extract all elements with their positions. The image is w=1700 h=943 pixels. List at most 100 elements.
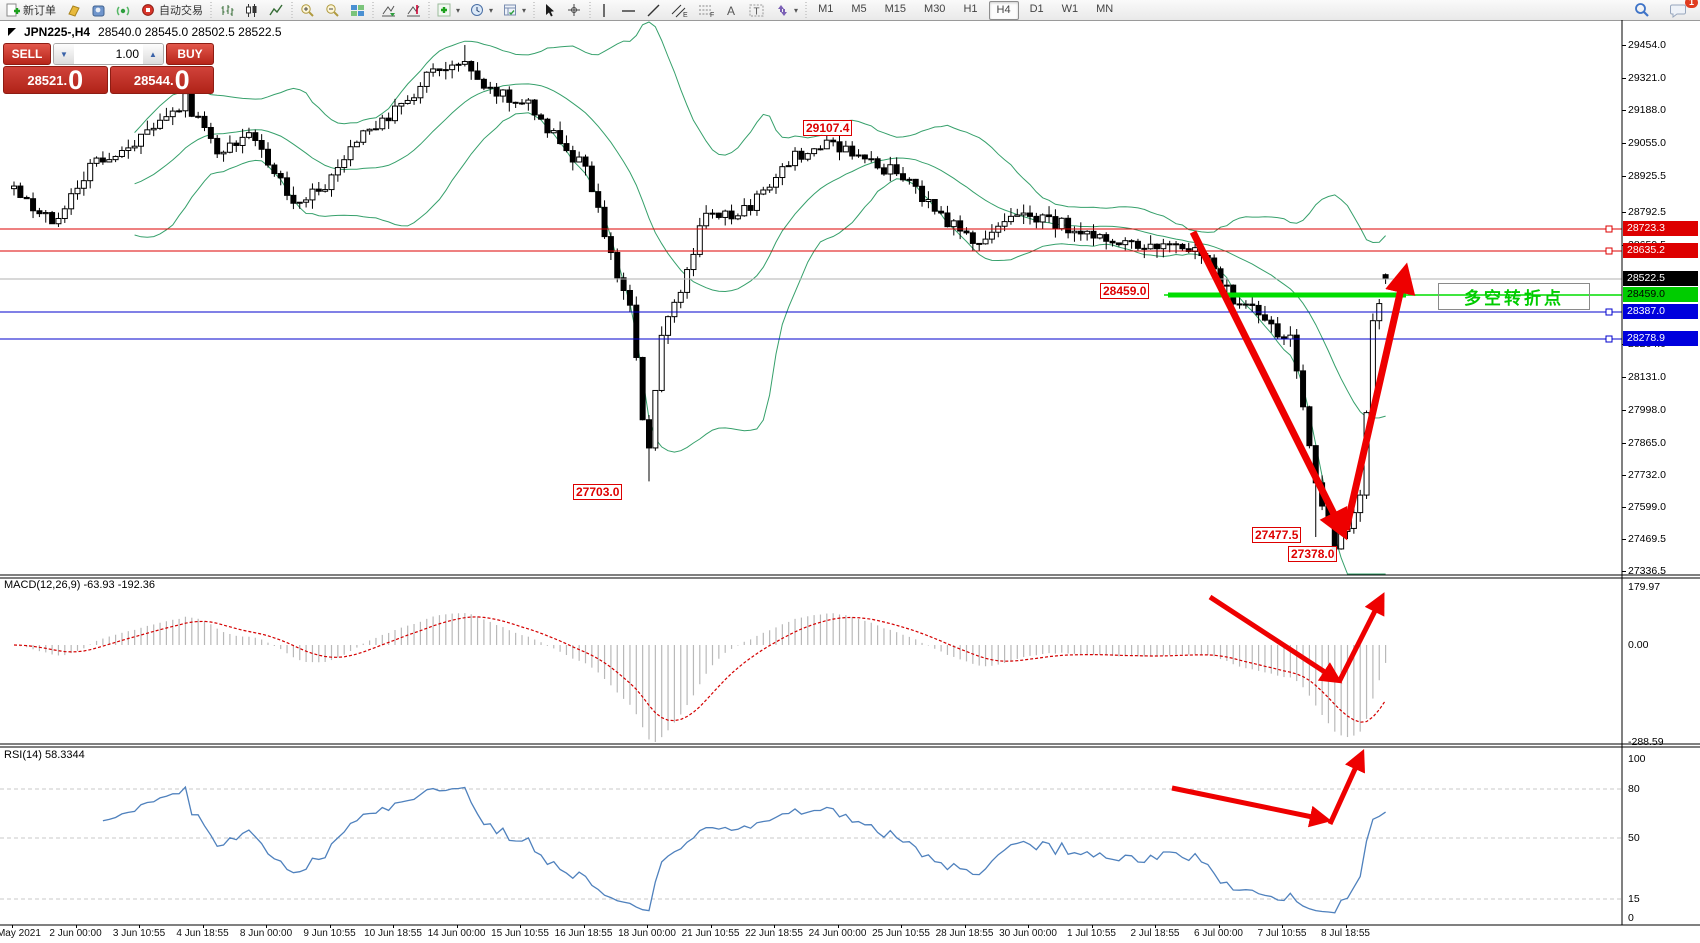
symbol-marker-icon	[8, 28, 16, 36]
notifications-button[interactable]: 1	[1665, 0, 1698, 20]
horizontal-line-icon	[622, 9, 636, 12]
one-click-trading-panel: SELL ▼ 1.00 ▲ BUY 28521 . 0 28544 . 0	[3, 43, 214, 94]
trend-arrow[interactable]	[1336, 592, 1385, 684]
chart-shift-icon	[407, 4, 420, 16]
autotrading-icon	[142, 3, 154, 16]
new-order-button[interactable]: 新订单	[0, 0, 61, 20]
timeframe-button-w1[interactable]: W1	[1061, 2, 1079, 15]
bollinger-bands-layer	[134, 21, 1386, 575]
signals-button[interactable]	[111, 0, 136, 20]
notification-badge: 1	[1684, 0, 1698, 8]
timeframe-button-mn[interactable]: MN	[1096, 2, 1114, 15]
new-order-icon	[6, 3, 20, 16]
horizontal-line-button[interactable]	[616, 0, 641, 20]
trend-arrow[interactable]	[1342, 262, 1416, 531]
timeframe-toolbar: M1 M5 M15 M30 H1 H4 D1 W1 MN	[811, 0, 1120, 20]
line-chart-button[interactable]	[264, 0, 289, 20]
text-label-button[interactable]: T	[744, 0, 770, 20]
toolbar-separator	[372, 2, 374, 18]
trend-arrow[interactable]	[1171, 785, 1332, 828]
line-chart-icon	[269, 4, 283, 15]
bar-chart-button[interactable]	[214, 0, 239, 20]
trend-arrow[interactable]	[1327, 748, 1366, 826]
horizontal-lines-layer[interactable]	[0, 225, 1622, 343]
toolbar-separator	[805, 2, 808, 18]
lot-decrease-button[interactable]: ▼	[54, 44, 74, 64]
autotrading-label: 自动交易	[159, 5, 203, 17]
crosshair-icon	[568, 3, 581, 16]
auto-scroll-button[interactable]	[376, 0, 401, 20]
dropdown-caret-icon: ▾	[456, 5, 461, 15]
search-button[interactable]	[1629, 0, 1655, 20]
tile-windows-button[interactable]	[345, 0, 370, 20]
zoom-out-icon	[326, 3, 339, 17]
zoom-in-button[interactable]	[295, 0, 320, 20]
toolbar-separator	[210, 2, 212, 18]
vertical-line-button[interactable]	[593, 0, 616, 20]
timeframe-button-m5[interactable]: M5	[851, 2, 867, 15]
line-handle[interactable]	[1605, 225, 1613, 233]
chart-shift-button[interactable]	[401, 0, 426, 20]
trend-arrow[interactable]	[1189, 230, 1348, 541]
buy-price-dot: .	[170, 73, 174, 88]
text-label-icon: T	[749, 4, 764, 17]
toolbox-button[interactable]	[86, 0, 111, 20]
metaeditor-button[interactable]	[61, 0, 86, 20]
crosshair-button[interactable]	[562, 0, 587, 20]
svg-text:E: E	[683, 12, 688, 18]
sell-price[interactable]: 28521 . 0	[3, 66, 108, 94]
text-button[interactable]: A	[720, 0, 744, 20]
lot-increase-button[interactable]: ▲	[143, 44, 163, 64]
trend-arrow[interactable]	[1208, 594, 1343, 684]
trendline-icon	[647, 4, 660, 16]
buy-price-big-digit: 0	[174, 66, 190, 94]
timeframe-button-h4[interactable]: H4	[988, 0, 1019, 20]
line-handle[interactable]	[1605, 247, 1613, 255]
equidistant-channel-button[interactable]: E	[666, 0, 693, 20]
arrows-button[interactable]: ▾	[770, 0, 803, 20]
chart-canvas[interactable]	[0, 20, 1700, 943]
periods-button[interactable]: ▾	[465, 0, 498, 20]
cursor-icon	[546, 3, 555, 16]
sell-price-big-digit: 0	[68, 66, 84, 94]
indicators-icon	[437, 3, 451, 16]
indicators-button[interactable]: ▾	[432, 0, 465, 20]
svg-text:A: A	[727, 4, 735, 18]
candlestick-chart-button[interactable]	[239, 0, 264, 20]
symbol-title: JPN225-,H4 28540.0 28545.0 28502.5 28522…	[8, 25, 282, 39]
line-handle[interactable]	[1605, 335, 1613, 343]
sell-button[interactable]: SELL	[3, 43, 51, 65]
symbol-ohlc: 28540.0 28545.0 28502.5 28522.5	[98, 25, 282, 39]
timeframe-button-m15[interactable]: M15	[884, 2, 907, 15]
macd-histogram-layer	[19, 613, 1387, 742]
rsi-indicator-label: RSI(14) 58.3344	[4, 749, 85, 761]
buy-price[interactable]: 28544 . 0	[109, 66, 214, 94]
line-handle[interactable]	[1605, 308, 1613, 316]
macd-indicator-label: MACD(12,26,9) -63.93 -192.36	[4, 579, 156, 591]
timeframe-button-m30[interactable]: M30	[924, 2, 946, 15]
tile-windows-icon	[351, 4, 364, 16]
candlesticks-layer	[11, 45, 1389, 562]
timeframe-button-h1[interactable]: H1	[963, 2, 978, 15]
timeframe-button-d1[interactable]: D1	[1029, 2, 1044, 15]
timeframe-button-m1[interactable]: M1	[818, 2, 834, 15]
vertical-line-icon	[603, 3, 605, 17]
sell-price-dot: .	[63, 73, 68, 88]
text-icon: A	[727, 4, 735, 18]
fibonacci-button[interactable]: F	[693, 0, 720, 20]
autotrading-button[interactable]: 自动交易	[136, 0, 208, 20]
dropdown-caret-icon: ▾	[489, 5, 494, 15]
templates-button[interactable]: ▾	[498, 0, 531, 20]
zoom-out-button[interactable]	[320, 0, 345, 20]
symbol-name: JPN225-,H4	[24, 25, 91, 39]
cursor-button[interactable]	[537, 0, 562, 20]
buy-price-main: 28544	[133, 73, 170, 88]
sell-price-main: 28521	[27, 73, 64, 88]
lot-size-value[interactable]: 1.00	[115, 47, 139, 61]
signals-icon	[116, 6, 130, 15]
trendline-button[interactable]	[641, 0, 666, 20]
auto-scroll-icon	[382, 5, 395, 16]
svg-text:F: F	[710, 12, 714, 18]
buy-button[interactable]: BUY	[166, 43, 214, 65]
